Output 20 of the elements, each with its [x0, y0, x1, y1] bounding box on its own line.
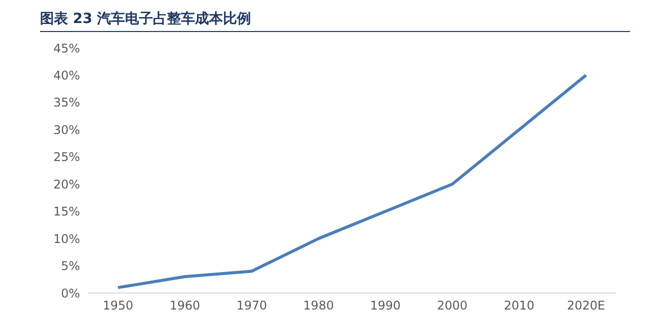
x-tick-label: 1960 — [170, 298, 200, 313]
line-series — [116, 74, 588, 290]
x-tick-label: 1950 — [102, 298, 134, 313]
x-tick-label: 1970 — [236, 298, 267, 313]
y-tick-label: 15% — [53, 204, 80, 219]
x-tick-label: 2020E — [566, 298, 606, 313]
y-tick-label: 45% — [53, 41, 80, 56]
y-tick-label: 5% — [60, 259, 80, 274]
x-tick-label: 1990 — [370, 298, 401, 313]
y-tick-label: 40% — [53, 68, 80, 82]
y-tick-label: 0% — [60, 286, 80, 300]
chart-title: 图表 23 汽车电子占整车成本比例 — [40, 10, 630, 32]
x-tick-label: 2000 — [437, 298, 468, 313]
x-tick-label: 1980 — [303, 298, 334, 313]
y-tick-label: 25% — [53, 150, 80, 164]
x-tick-label: 2010 — [504, 298, 534, 313]
y-tick-label: 35% — [53, 96, 80, 110]
y-tick-label: 30% — [53, 122, 80, 137]
y-tick-label: 10% — [53, 232, 80, 246]
y-tick-label: 20% — [53, 177, 80, 192]
